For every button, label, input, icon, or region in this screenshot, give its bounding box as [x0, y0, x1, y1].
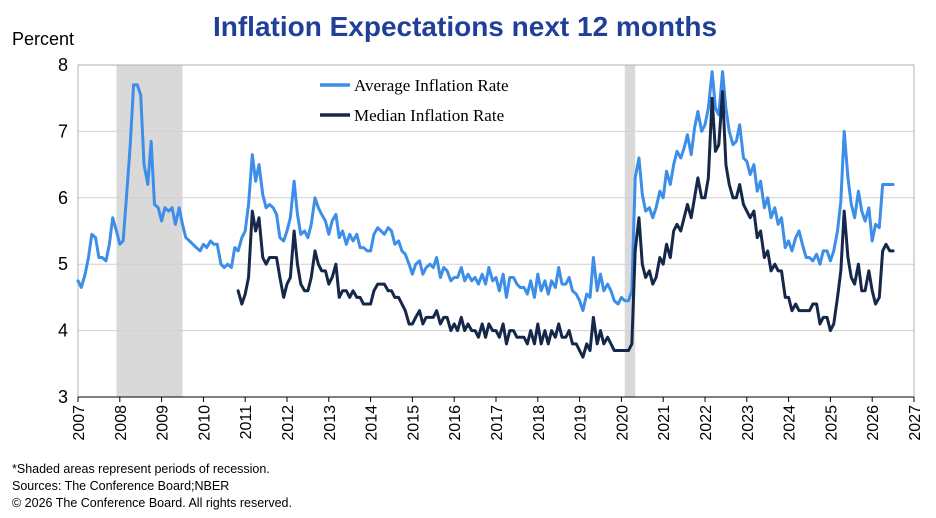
copyright-note: © 2026 The Conference Board. All rights … — [12, 496, 292, 510]
x-tick-label: 2018 — [531, 405, 548, 441]
x-tick-label: 2023 — [740, 405, 757, 441]
x-tick-label: 2017 — [489, 405, 506, 441]
x-tick-label: 2015 — [405, 405, 422, 441]
legend-label-median: Median Inflation Rate — [354, 106, 504, 125]
series-line-median — [236, 90, 895, 359]
x-tick-label: 2012 — [280, 405, 297, 441]
legend: Average Inflation Rate Median Inflation … — [320, 76, 509, 125]
x-tick-label: 2027 — [907, 405, 924, 441]
x-tick-label: 2009 — [155, 405, 172, 441]
x-axis: 2007 2008 2009 2010 2011 2012 2013 2014 2015 2016… — [71, 396, 924, 441]
recession-shading — [116, 65, 636, 397]
x-tick-label: 2026 — [865, 405, 882, 441]
y-tick-label: 7 — [58, 121, 68, 141]
recession-note: *Shaded areas represent periods of reces… — [12, 462, 270, 476]
x-tick-label: 2013 — [322, 405, 339, 441]
x-tick-label: 2007 — [71, 405, 88, 441]
y-tick-label: 5 — [58, 254, 68, 274]
x-tick-label: 2020 — [614, 405, 631, 441]
y-axis: 3 4 5 6 7 8 — [58, 55, 68, 407]
x-tick-label: 2011 — [238, 405, 255, 440]
y-axis-label: Percent — [12, 29, 74, 49]
x-tick-label: 2021 — [656, 405, 673, 441]
series — [76, 70, 895, 359]
y-tick-label: 8 — [58, 55, 68, 75]
x-tick-label: 2025 — [823, 405, 840, 441]
x-tick-label: 2022 — [698, 405, 715, 441]
sources-note: Sources: The Conference Board;NBER — [12, 479, 229, 493]
x-tick-label: 2010 — [196, 405, 213, 441]
series-line-average — [76, 70, 895, 313]
y-tick-label: 3 — [58, 387, 68, 407]
chart-title: Inflation Expectations next 12 months — [213, 11, 717, 42]
x-tick-label: 2014 — [364, 405, 381, 441]
recession-band-0 — [116, 65, 183, 397]
x-tick-label: 2019 — [573, 405, 590, 441]
x-tick-label: 2008 — [113, 405, 130, 441]
recession-band-1 — [624, 65, 636, 397]
x-tick-label: 2016 — [447, 405, 464, 441]
y-tick-label: 6 — [58, 188, 68, 208]
y-tick-label: 4 — [58, 321, 68, 341]
legend-label-average: Average Inflation Rate — [354, 76, 509, 95]
x-tick-label: 2024 — [782, 405, 799, 441]
